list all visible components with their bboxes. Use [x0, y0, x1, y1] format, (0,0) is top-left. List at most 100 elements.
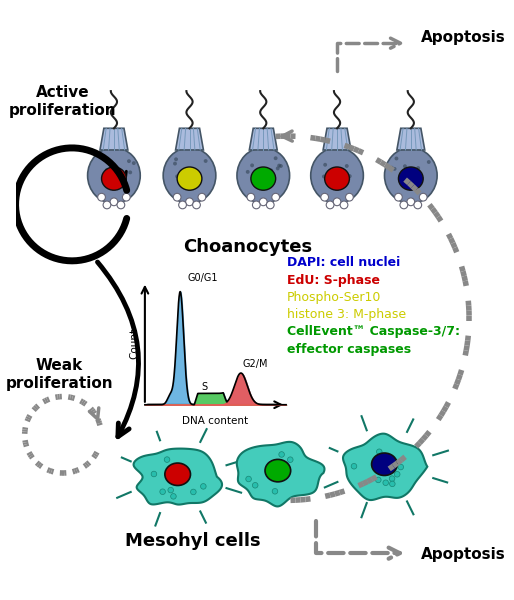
Text: Phospho-Ser10: Phospho-Ser10 — [287, 291, 381, 304]
Circle shape — [193, 181, 197, 185]
Circle shape — [122, 193, 130, 201]
Text: G2/M: G2/M — [243, 359, 268, 370]
Circle shape — [327, 170, 331, 174]
Circle shape — [274, 156, 278, 160]
Circle shape — [279, 164, 283, 168]
Ellipse shape — [384, 148, 437, 203]
Circle shape — [407, 198, 415, 206]
Circle shape — [250, 163, 254, 167]
Polygon shape — [237, 442, 324, 506]
Polygon shape — [343, 434, 427, 500]
Circle shape — [323, 163, 327, 167]
Circle shape — [405, 178, 409, 181]
Circle shape — [118, 176, 121, 180]
Text: S: S — [201, 382, 207, 392]
Circle shape — [246, 170, 250, 174]
Circle shape — [103, 201, 111, 209]
Circle shape — [348, 174, 352, 178]
Circle shape — [345, 164, 348, 168]
Circle shape — [414, 201, 421, 209]
Circle shape — [269, 169, 273, 172]
Ellipse shape — [265, 460, 291, 482]
Circle shape — [260, 198, 267, 206]
Circle shape — [389, 476, 395, 481]
Text: effector caspases: effector caspases — [287, 343, 411, 356]
Circle shape — [98, 193, 105, 201]
Circle shape — [128, 170, 132, 175]
Circle shape — [340, 201, 348, 209]
Circle shape — [173, 161, 177, 166]
Circle shape — [198, 193, 206, 201]
Circle shape — [393, 167, 396, 171]
Circle shape — [326, 201, 334, 209]
Ellipse shape — [177, 167, 202, 190]
Circle shape — [408, 177, 412, 181]
Ellipse shape — [102, 167, 126, 190]
Circle shape — [427, 160, 431, 164]
Ellipse shape — [163, 148, 216, 203]
Circle shape — [127, 159, 131, 163]
Circle shape — [287, 457, 293, 463]
Circle shape — [419, 193, 427, 201]
Circle shape — [105, 168, 108, 172]
Circle shape — [175, 175, 179, 178]
Circle shape — [200, 484, 206, 489]
Circle shape — [272, 488, 278, 494]
Ellipse shape — [165, 463, 191, 485]
Ellipse shape — [311, 148, 363, 203]
Circle shape — [279, 452, 284, 457]
Circle shape — [252, 482, 258, 488]
Circle shape — [171, 494, 176, 499]
Circle shape — [179, 201, 187, 209]
Circle shape — [174, 157, 178, 161]
Circle shape — [376, 449, 382, 455]
Text: Apoptosis: Apoptosis — [421, 547, 506, 562]
Circle shape — [345, 193, 353, 201]
Text: EdU: S-phase: EdU: S-phase — [287, 274, 380, 287]
Circle shape — [168, 487, 174, 493]
Circle shape — [151, 471, 157, 477]
Circle shape — [276, 166, 280, 170]
Circle shape — [390, 166, 394, 170]
Circle shape — [132, 161, 136, 165]
Circle shape — [376, 477, 381, 483]
Circle shape — [407, 170, 411, 173]
Circle shape — [390, 481, 395, 487]
Text: Apoptosis: Apoptosis — [421, 30, 506, 45]
Circle shape — [160, 489, 166, 494]
Circle shape — [119, 174, 123, 178]
Circle shape — [395, 193, 402, 201]
Polygon shape — [249, 128, 277, 150]
Polygon shape — [323, 128, 351, 150]
Polygon shape — [134, 449, 222, 505]
Circle shape — [383, 480, 389, 485]
Circle shape — [204, 159, 208, 163]
Text: G0/G1: G0/G1 — [188, 273, 218, 283]
Circle shape — [400, 201, 408, 209]
Circle shape — [277, 164, 281, 167]
Text: DNA content: DNA content — [182, 416, 249, 425]
Circle shape — [110, 198, 118, 206]
Circle shape — [266, 201, 274, 209]
Circle shape — [164, 457, 170, 463]
Circle shape — [395, 157, 398, 160]
Ellipse shape — [87, 148, 140, 203]
Circle shape — [117, 201, 125, 209]
Circle shape — [101, 157, 105, 161]
Polygon shape — [176, 128, 204, 150]
Circle shape — [398, 464, 403, 470]
Ellipse shape — [251, 167, 276, 190]
Circle shape — [191, 489, 196, 495]
Circle shape — [252, 201, 260, 209]
Ellipse shape — [325, 167, 350, 190]
Text: Mesohyl cells: Mesohyl cells — [125, 532, 261, 550]
Circle shape — [272, 193, 280, 201]
Ellipse shape — [372, 453, 397, 475]
Circle shape — [246, 476, 251, 482]
Circle shape — [322, 175, 326, 178]
Polygon shape — [397, 128, 425, 150]
Circle shape — [333, 198, 341, 206]
Circle shape — [247, 193, 255, 201]
Text: Active
proliferation: Active proliferation — [9, 85, 117, 118]
Text: Count: Count — [130, 328, 139, 359]
